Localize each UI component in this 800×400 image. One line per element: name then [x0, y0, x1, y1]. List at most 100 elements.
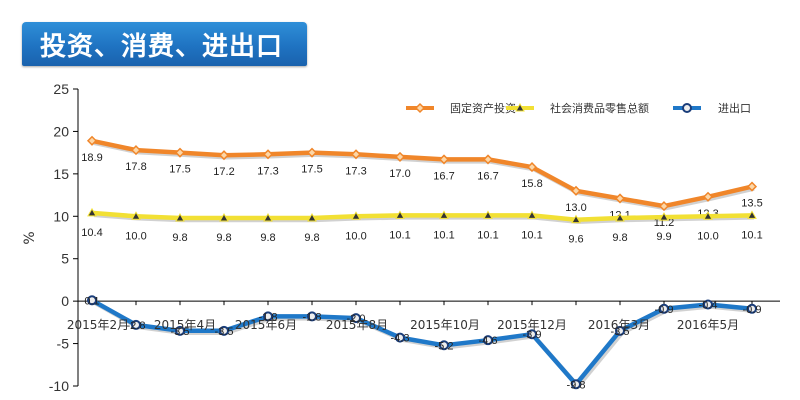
data-point: [439, 340, 449, 351]
data-label: -4.3: [391, 333, 410, 345]
data-point: [702, 191, 714, 202]
data-point: [439, 210, 449, 219]
data-label: 9.8: [304, 232, 319, 244]
data-point: [307, 311, 317, 322]
title-banner: 投资、消费、进出口: [22, 22, 307, 66]
data-label: 15.8: [521, 178, 542, 190]
data-point: [86, 135, 98, 146]
data-point: [175, 325, 185, 336]
data-point: [615, 325, 625, 336]
data-point: [526, 162, 538, 173]
data-label: -0.9: [743, 304, 762, 316]
data-point: [571, 379, 581, 390]
data-label: -0.4: [699, 300, 718, 312]
data-label: 17.0: [389, 168, 410, 180]
data-label: 17.8: [125, 161, 146, 173]
legend-label: 社会消费品零售总额: [550, 101, 649, 115]
data-label: -9.8: [567, 379, 586, 391]
data-label: 10.1: [521, 229, 542, 241]
page-title: 投资、消费、进出口: [40, 31, 284, 62]
data-label: 0.1: [84, 295, 99, 307]
data-point: [351, 211, 361, 220]
data-label: 17.5: [169, 164, 190, 176]
data-point: [746, 181, 758, 192]
legend-marker: [682, 103, 692, 113]
data-label: 17.5: [301, 164, 322, 176]
data-point: [351, 313, 361, 324]
data-point: [615, 212, 625, 222]
x-tick-label: 2015年2月: [67, 318, 129, 332]
data-point: [395, 332, 405, 343]
x-tick-label: 2015年4月: [154, 318, 216, 332]
data-label: -3.5: [171, 326, 190, 338]
data-point: [438, 154, 450, 165]
data-label: 16.7: [477, 170, 498, 182]
data-point: [263, 212, 273, 222]
data-point: [703, 299, 713, 310]
data-label: -1.8: [259, 311, 278, 323]
data-label: 9.9: [656, 231, 671, 243]
data-label: 11.2: [654, 217, 675, 229]
data-label: 10.0: [125, 230, 146, 242]
x-tick-label: 2015年8月: [326, 318, 388, 332]
data-label: -5.2: [435, 340, 454, 352]
data-label: 10.1: [477, 229, 498, 241]
data-label: 9.8: [612, 232, 627, 244]
data-point: [659, 303, 669, 314]
y-tick-label: 5: [61, 251, 69, 267]
legend-label: 进出口: [718, 101, 751, 115]
data-point: [262, 149, 274, 160]
x-tick-label: 2016年5月: [677, 318, 739, 332]
data-point: [395, 210, 405, 219]
y-tick-label: 20: [53, 123, 69, 139]
data-point: [219, 212, 229, 222]
y-tick-label: 0: [61, 293, 69, 309]
data-point: [527, 210, 537, 219]
data-point: [747, 303, 757, 314]
data-point: [174, 147, 186, 158]
y-axis-label: %: [22, 231, 38, 244]
data-point: [747, 210, 757, 219]
data-point: [263, 311, 273, 322]
data-point: [306, 147, 318, 158]
data-label: 10.0: [697, 230, 718, 242]
data-label: 9.8: [172, 232, 187, 244]
data-point: [131, 319, 141, 330]
data-point: [218, 150, 230, 161]
data-point: [394, 151, 406, 162]
data-label: -3.5: [215, 326, 234, 338]
y-tick-label: 10: [53, 208, 69, 224]
series-line: [89, 138, 755, 209]
data-point: [350, 149, 362, 160]
data-label: 17.3: [257, 165, 278, 177]
data-label: 10.1: [389, 229, 410, 241]
y-tick-label: 25: [53, 81, 69, 97]
data-label: 10.0: [345, 230, 366, 242]
series-line: [89, 210, 755, 222]
data-point: [483, 335, 493, 346]
data-label: 9.8: [260, 232, 275, 244]
x-tick-label: 2015年6月: [235, 318, 297, 332]
data-label: -2.0: [347, 313, 366, 325]
data-point: [571, 214, 581, 224]
data-point: [482, 154, 494, 165]
data-point: [659, 212, 669, 221]
data-label: -0.9: [655, 304, 674, 316]
data-point: [131, 211, 141, 220]
data-label: 17.2: [213, 166, 234, 178]
data-label: 10.4: [81, 227, 102, 239]
data-label: 9.8: [216, 232, 231, 244]
data-point: [527, 329, 537, 340]
data-label: 13.5: [741, 198, 762, 210]
data-point: [570, 185, 582, 196]
data-point: [614, 193, 626, 204]
data-label: 10.1: [433, 229, 454, 241]
y-tick-label: -10: [49, 378, 69, 394]
data-label: 10.1: [741, 229, 762, 241]
data-label: -2.8: [127, 320, 146, 332]
data-label: -3.9: [523, 329, 542, 341]
data-point: [658, 201, 670, 212]
series-line: [89, 298, 755, 387]
data-label: -3.5: [611, 326, 630, 338]
